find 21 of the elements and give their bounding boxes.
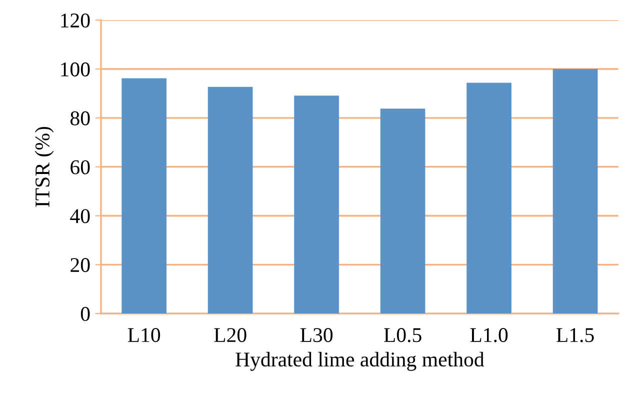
bar	[466, 82, 512, 314]
bar	[380, 108, 426, 314]
y-tick-label: 120	[61, 13, 90, 28]
x-tick-label: L1.5	[556, 328, 594, 342]
y-tick-label: 20	[70, 258, 90, 272]
bar	[208, 86, 253, 314]
y-tick-label: 100	[61, 62, 90, 76]
x-tick-label: L0.5	[384, 328, 422, 342]
y-tick-label: 60	[70, 160, 90, 174]
x-tick-label: L20	[214, 328, 246, 342]
x-axis-title: Hydrated lime adding method	[236, 352, 484, 371]
x-tick-label: L30	[300, 328, 333, 342]
y-tick-label: 80	[70, 111, 90, 126]
x-tick-label: L10	[128, 328, 160, 342]
y-axis-title: ITSR (%)	[34, 126, 54, 207]
x-tick-label: L1.0	[470, 328, 508, 342]
bar	[552, 69, 598, 314]
y-tick-label: 40	[70, 209, 90, 224]
y-tick-label: 0	[80, 306, 90, 321]
bar	[122, 78, 166, 314]
bar	[294, 96, 339, 314]
